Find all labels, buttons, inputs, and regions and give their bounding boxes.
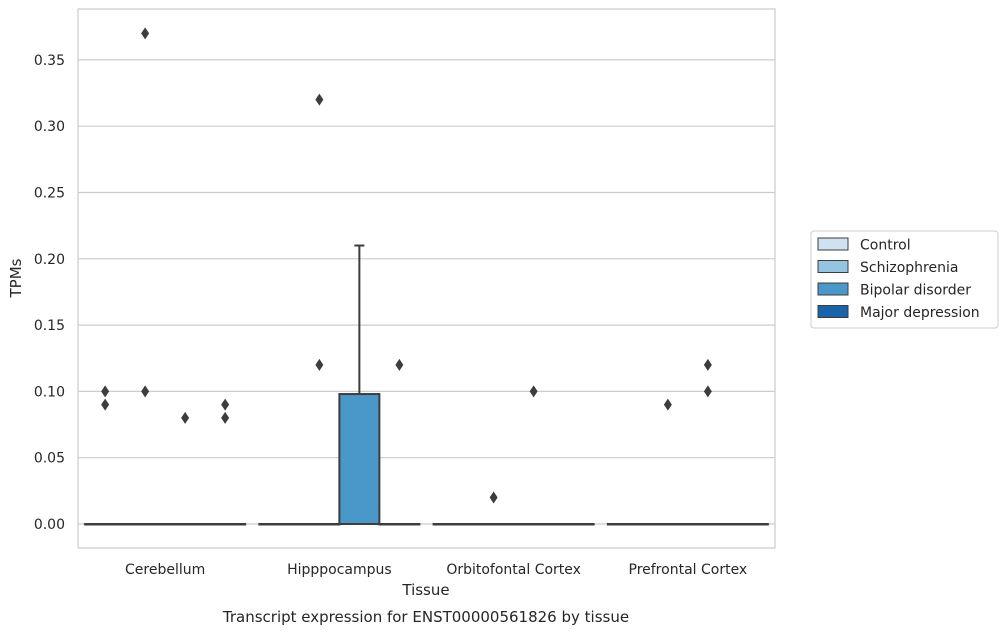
outlier-point [101, 385, 110, 398]
y-tick-label: 0.10 [34, 384, 65, 400]
legend-swatch [817, 237, 849, 251]
outlier-points [101, 27, 712, 504]
outlier-point [663, 398, 672, 411]
legend: Control Schizophrenia Bipolar disorder Majo… [810, 230, 999, 329]
legend-label: Schizophrenia [860, 260, 958, 276]
y-tick-label: 0.30 [34, 119, 65, 135]
box [258, 523, 301, 526]
outlier-point [141, 385, 150, 398]
legend-swatch [817, 260, 849, 273]
outlier-point [703, 358, 712, 371]
y-tick-label: 0.35 [34, 53, 65, 69]
outlier-point [529, 385, 538, 398]
x-axis-label: Tissue [401, 581, 449, 599]
box [164, 523, 207, 526]
y-tick-label: 0.05 [34, 451, 65, 467]
box [606, 523, 649, 526]
box-body [338, 393, 381, 525]
box [686, 523, 729, 526]
gridlines [78, 59, 775, 525]
box [512, 523, 555, 526]
outlier-point [141, 27, 150, 40]
x-tick-label: Cerebellum [125, 562, 205, 578]
plot-area-frame [77, 8, 776, 549]
outlier-point [221, 398, 230, 411]
x-tick-label: Prefrontal Cortex [629, 562, 748, 578]
outlier-point [221, 411, 230, 424]
y-tick-label: 0.00 [34, 517, 65, 533]
outlier-point [101, 398, 110, 411]
outlier-point [489, 491, 498, 504]
x-tick-labels: Cerebellum Hipppocampus Orbitofontal Corte… [125, 562, 747, 578]
y-tick-label: 0.15 [34, 318, 65, 334]
outlier-point [395, 358, 404, 371]
box [378, 523, 421, 526]
box-series [84, 244, 769, 526]
y-axis-label: TPMs [7, 258, 25, 298]
box [298, 523, 341, 526]
box [432, 523, 475, 526]
legend-label: Bipolar disorder [860, 283, 971, 299]
box [204, 523, 247, 526]
legend-label: Major depression [860, 305, 980, 321]
x-tick-label: Orbitofontal Cortex [446, 562, 581, 578]
x-tick-label: Hipppocampus [287, 562, 392, 578]
y-tick-label: 0.20 [34, 252, 65, 268]
box [646, 523, 689, 526]
y-tick-labels: 0.00 0.05 0.10 0.15 0.20 0.25 0.30 0.35 [34, 53, 65, 533]
box [124, 523, 167, 526]
outlier-point [703, 385, 712, 398]
box [552, 523, 595, 526]
chart-title: Transcript expression for ENST0000056182… [222, 608, 629, 626]
box [84, 523, 127, 526]
legend-frame [810, 230, 999, 329]
outlier-point [315, 93, 324, 106]
y-tick-label: 0.25 [34, 186, 65, 202]
box [726, 523, 769, 526]
outlier-point [181, 411, 190, 424]
box [472, 523, 515, 526]
box [338, 244, 381, 525]
legend-swatch [817, 282, 849, 296]
legend-swatch [817, 305, 849, 318]
legend-label: Control [860, 238, 911, 254]
outlier-point [315, 358, 324, 371]
